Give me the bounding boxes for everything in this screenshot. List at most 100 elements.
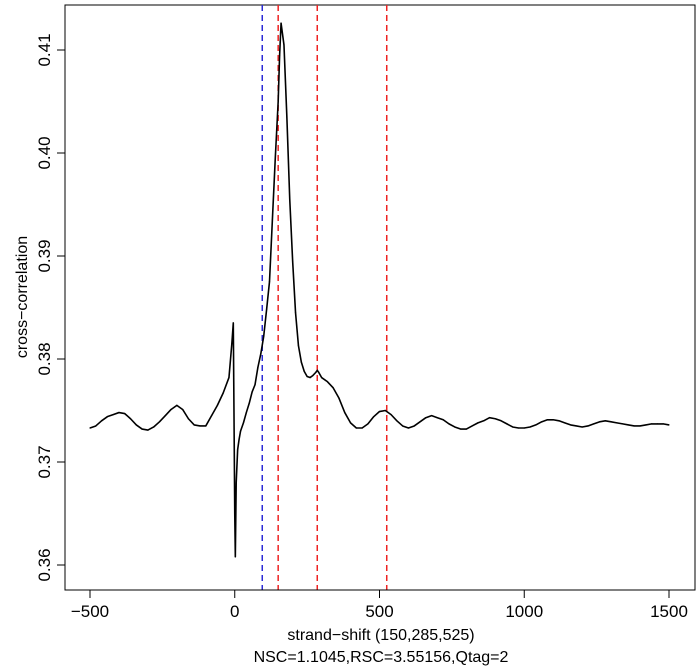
reference-lines: [261, 5, 388, 590]
data-point: [419, 421, 421, 423]
data-point: [344, 411, 346, 414]
data-point: [448, 423, 450, 425]
data-point: [205, 425, 207, 427]
data-point: [616, 422, 618, 424]
data-point: [436, 417, 438, 419]
data-point: [251, 391, 253, 393]
data-point: [593, 423, 595, 425]
data-point: [431, 415, 433, 417]
data-point: [309, 376, 311, 379]
y-tick-label: 0.39: [35, 239, 54, 272]
data-point: [158, 421, 161, 423]
data-point: [622, 423, 624, 425]
data-point: [289, 198, 291, 200]
data-point: [668, 424, 670, 426]
data-point: [581, 426, 583, 428]
plot-frame: [64, 4, 696, 591]
data-point: [587, 425, 589, 427]
x-tick-label: 1500: [650, 602, 688, 621]
data-point: [118, 411, 120, 414]
data-point: [604, 420, 606, 422]
data-point: [303, 370, 305, 372]
data-point: [106, 416, 108, 418]
x-axis: −500 0 500 1000 1500: [71, 589, 688, 621]
data-point: [454, 426, 456, 428]
data-point: [529, 426, 531, 428]
data-point: [558, 420, 560, 422]
data-point: [471, 425, 473, 427]
x-tick-label: −500: [71, 602, 109, 621]
data-point: [500, 420, 502, 422]
data-point: [280, 22, 282, 24]
data-point: [257, 366, 259, 368]
data-point: [373, 416, 375, 418]
data-point: [279, 54, 281, 56]
data-point: [237, 449, 239, 451]
data-point: [124, 412, 126, 415]
data-point: [222, 392, 224, 394]
data-point: [627, 424, 630, 426]
data-point: [645, 424, 647, 426]
data-point: [147, 429, 149, 431]
data-point: [315, 371, 317, 373]
data-point: [235, 482, 237, 484]
data-point: [297, 345, 300, 347]
data-point: [326, 381, 328, 383]
data-point: [367, 423, 369, 425]
data-point: [228, 376, 230, 379]
data-point: [494, 418, 496, 420]
data-point: [300, 361, 302, 363]
data-point: [656, 423, 659, 425]
data-point: [316, 369, 318, 371]
data-point: [552, 419, 554, 421]
data-point: [292, 260, 294, 262]
data-point: [112, 414, 114, 416]
chart-subtitle: NSC=1.1045,RSC=3.55156,Qtag=2: [254, 649, 509, 666]
data-point: [517, 427, 520, 429]
data-point: [306, 375, 308, 378]
data-point: [312, 374, 314, 377]
x-tick-label: 0: [230, 602, 239, 621]
data-point: [338, 397, 340, 399]
x-axis-label: strand−shift (150,285,525): [287, 627, 474, 644]
data-point: [239, 430, 242, 432]
data-point: [283, 44, 285, 46]
data-point: [141, 428, 143, 430]
x-tick-label: 500: [365, 602, 393, 621]
data-point: [564, 422, 566, 424]
data-point: [651, 423, 653, 425]
data-point: [318, 371, 320, 373]
data-point: [89, 427, 91, 429]
x-tick-label: 1000: [505, 602, 543, 621]
data-point: [483, 420, 485, 422]
series-line-0: [89, 22, 670, 558]
data-point: [129, 418, 132, 420]
data-point: [541, 421, 543, 423]
data-point: [459, 428, 462, 430]
data-point: [378, 410, 381, 413]
data-point: [248, 402, 250, 404]
data-point: [199, 425, 201, 427]
data-point: [425, 417, 427, 419]
data-point: [639, 425, 641, 427]
data-point: [95, 425, 97, 427]
data-point: [187, 418, 190, 420]
data-point: [407, 427, 410, 429]
data-point: [231, 342, 233, 345]
data-point: [260, 353, 262, 355]
data-point: [182, 408, 184, 411]
data-point: [193, 424, 195, 426]
data-point: [232, 322, 234, 324]
data-point: [488, 417, 491, 419]
data-point: [610, 421, 612, 423]
data-point: [355, 427, 357, 429]
data-point: [271, 219, 273, 221]
data-point: [477, 422, 479, 424]
data-point: [546, 419, 549, 421]
y-tick-label: 0.41: [35, 33, 54, 66]
data-point: [263, 335, 265, 337]
y-axis-label: cross−correlation: [14, 236, 31, 358]
data-point: [332, 387, 334, 389]
